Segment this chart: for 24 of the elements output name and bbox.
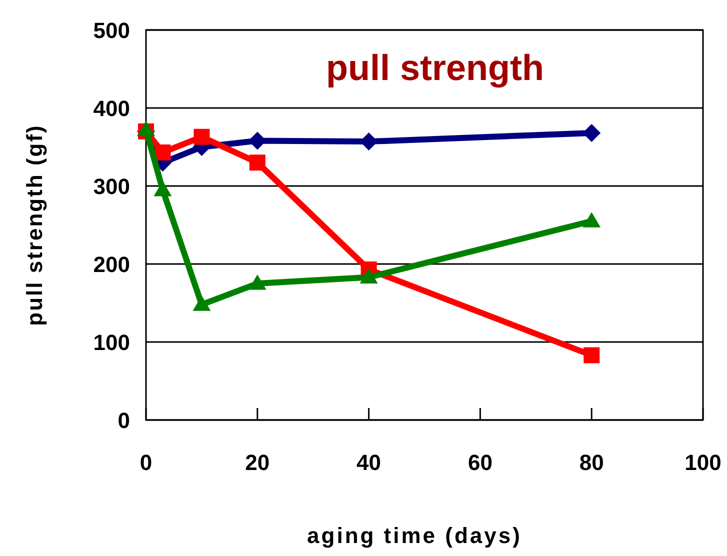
y-axis-title: pull strength (gf)	[22, 124, 47, 326]
y-tick-label: 500	[93, 18, 130, 43]
point	[248, 274, 266, 290]
point	[582, 212, 601, 228]
x-tick-label: 40	[356, 450, 382, 475]
x-tick-label: 20	[245, 450, 270, 475]
x-tick-label: 60	[468, 450, 492, 475]
y-tick-label: 0	[118, 408, 130, 433]
point	[192, 296, 211, 311]
y-tick-label: 100	[93, 330, 130, 355]
point	[154, 144, 171, 160]
x-tick-label: 0	[140, 450, 152, 475]
x-axis-title: aging time (days)	[307, 523, 522, 548]
y-tick-label: 300	[93, 174, 130, 199]
point	[249, 154, 266, 171]
point	[194, 128, 210, 145]
point	[360, 268, 378, 284]
point	[137, 120, 155, 136]
x-tick-label: 80	[579, 450, 604, 475]
text: pull strength	[326, 47, 544, 88]
y-tick-label: 200	[93, 252, 130, 277]
x-tick-label: 100	[684, 450, 722, 475]
point	[154, 180, 172, 196]
y-tick-label: 400	[93, 96, 130, 121]
